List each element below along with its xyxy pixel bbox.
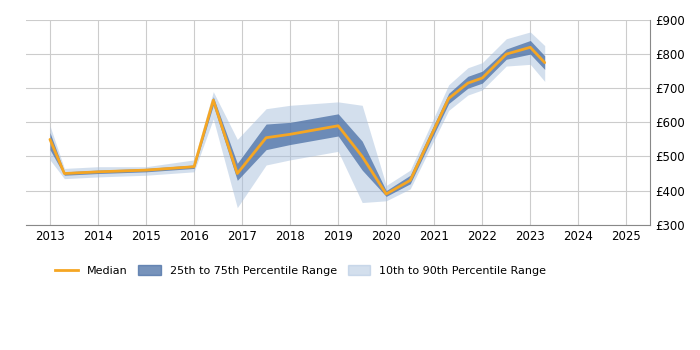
Legend: Median, 25th to 75th Percentile Range, 10th to 90th Percentile Range: Median, 25th to 75th Percentile Range, 1… bbox=[51, 261, 550, 281]
